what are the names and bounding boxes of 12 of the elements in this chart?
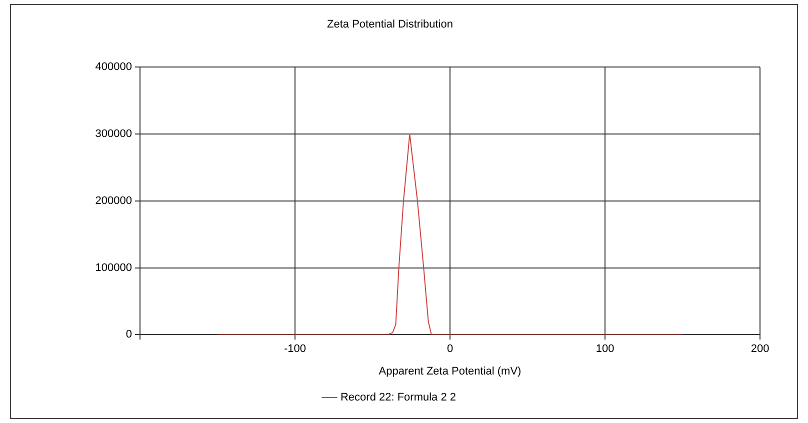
y-tick-label: 200000 bbox=[95, 194, 132, 207]
legend-label: Record 22: Formula 2 2 bbox=[340, 392, 456, 404]
x-tick-label: -100 bbox=[284, 343, 306, 356]
y-tick-label: 0 bbox=[126, 328, 132, 341]
x-axis-title: Apparent Zeta Potential (mV) bbox=[378, 365, 522, 378]
x-tick-label: 0 bbox=[446, 343, 454, 356]
y-tick-label: 400000 bbox=[95, 61, 132, 74]
x-tick-label: 200 bbox=[750, 343, 770, 356]
y-tick-label: 100000 bbox=[95, 262, 132, 274]
y-tick-label: 300000 bbox=[95, 128, 132, 140]
x-tick-label: 100 bbox=[596, 343, 614, 356]
chart-title: Zeta Potential Distribution bbox=[327, 18, 453, 31]
